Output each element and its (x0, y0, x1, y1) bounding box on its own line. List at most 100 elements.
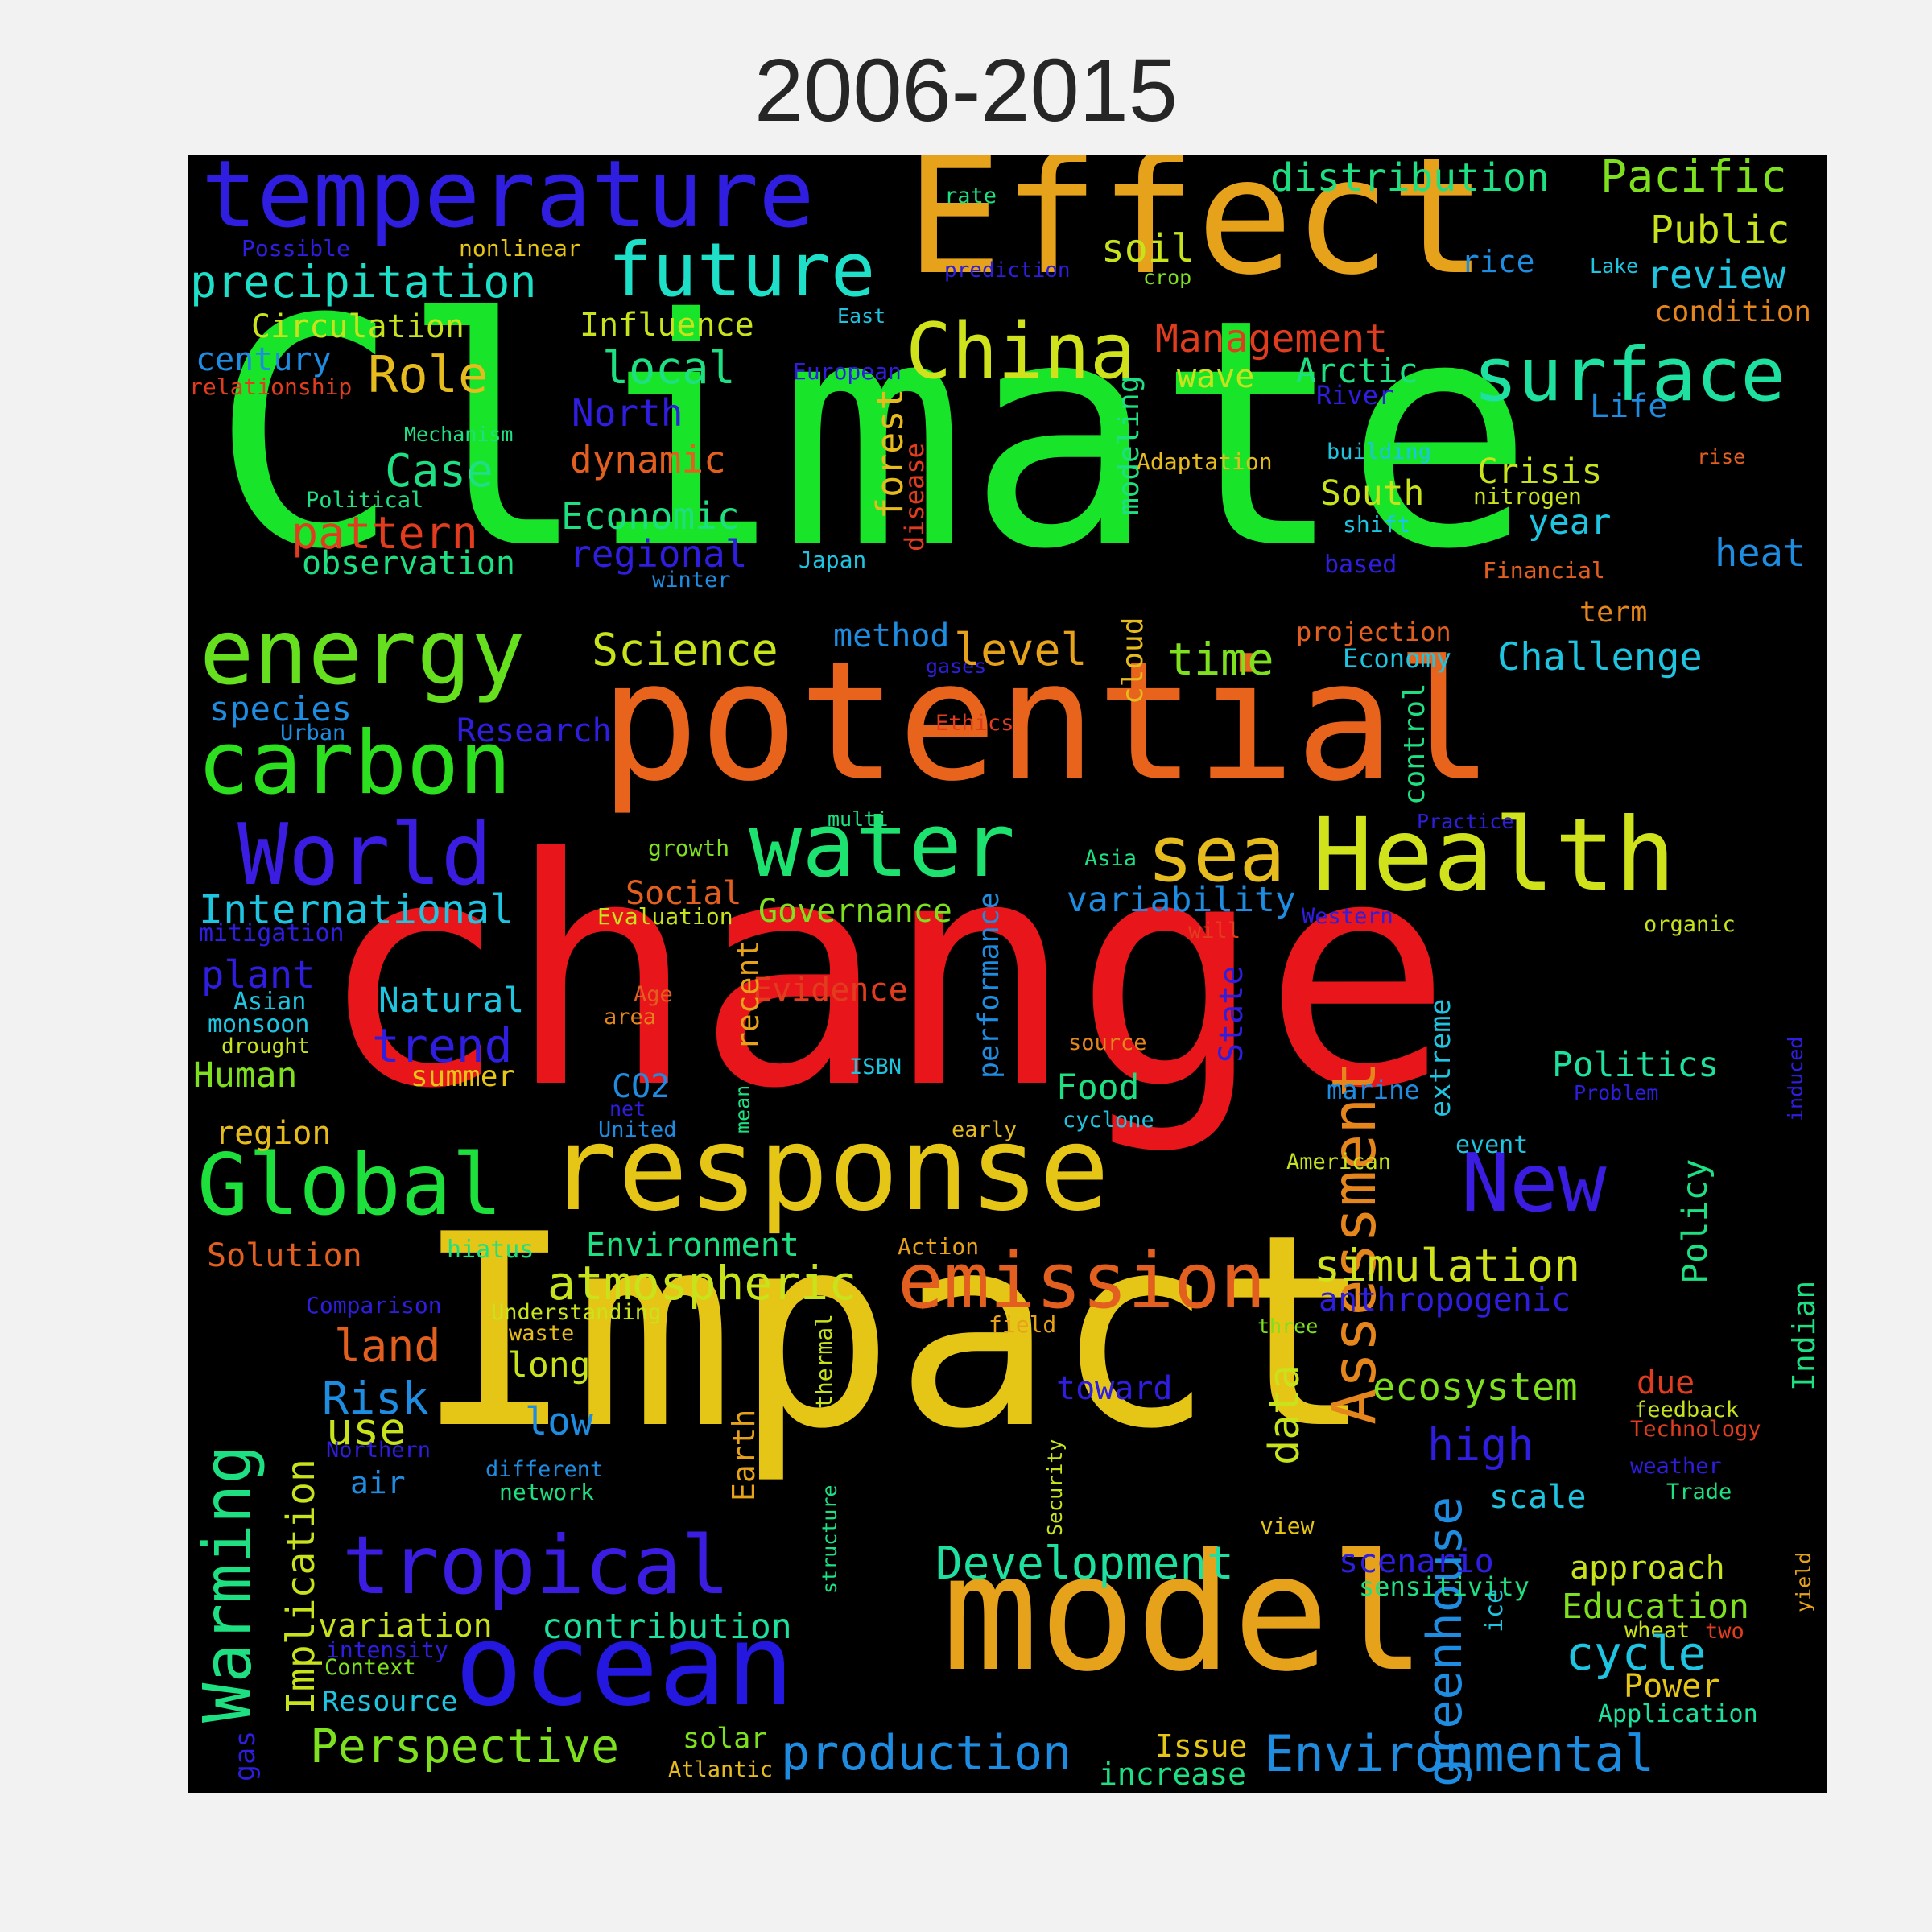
word-future: future (608, 227, 876, 313)
word-variability: variability (1067, 880, 1296, 920)
word-method: method (833, 617, 950, 654)
word-ecosystem: ecosystem (1373, 1365, 1578, 1410)
word-policy: Policy (1675, 1158, 1715, 1284)
word-wave: wave (1177, 358, 1255, 395)
word-net: net (609, 1097, 646, 1121)
word-pattern: pattern (291, 507, 478, 559)
word-air: air (350, 1465, 406, 1501)
word-potential: potential (600, 626, 1494, 818)
word-weather: weather (1630, 1454, 1722, 1479)
word-problem: Problem (1574, 1081, 1659, 1104)
word-cloud: cloud (1117, 617, 1150, 704)
word-north: North (572, 391, 683, 435)
word-understanding: Understanding (491, 1300, 662, 1325)
word-management: Management (1155, 316, 1388, 361)
word-possible: Possible (242, 235, 350, 262)
word-thermal: thermal (811, 1313, 837, 1409)
word-mitigation: mitigation (199, 919, 345, 947)
word-simulation: simulation (1314, 1240, 1581, 1291)
word-anthropogenic: anthropogenic (1319, 1282, 1571, 1319)
word-east: East (837, 304, 886, 328)
word-security: Security (1043, 1439, 1067, 1536)
chart-title: 2006-2015 (753, 41, 1179, 140)
word-human: Human (193, 1055, 298, 1096)
word-winter: winter (652, 568, 731, 592)
word-challenge: Challenge (1497, 635, 1703, 679)
word-condition: condition (1654, 295, 1812, 328)
word-network: network (499, 1479, 595, 1505)
word-politics: Politics (1552, 1045, 1719, 1085)
word-issue: Issue (1155, 1728, 1248, 1764)
word-carbon: carbon (197, 713, 512, 814)
word-action: Action (898, 1233, 980, 1260)
word-nonlinear: nonlinear (459, 235, 581, 262)
word-intensity: intensity (326, 1637, 448, 1663)
word-level: level (954, 624, 1088, 675)
word-use: use (326, 1403, 407, 1455)
word-recent: recent (730, 939, 766, 1051)
word-wheat: wheat (1624, 1618, 1690, 1643)
word-adaptation: Adaptation (1137, 448, 1273, 475)
word-health: Health (1312, 797, 1676, 914)
word-cloud: Climate change Impact potential Effect model r… (188, 155, 1827, 1793)
word-nitrogen: nitrogen (1473, 483, 1582, 510)
word-different: different (485, 1457, 604, 1482)
word-modeling: modeling (1113, 375, 1146, 515)
word-shift: shift (1343, 511, 1411, 538)
word-european: European (793, 358, 902, 385)
word-tropical: tropical (342, 1518, 730, 1612)
word-research: Research (456, 712, 612, 749)
word-governance: Governance (758, 893, 952, 930)
word-species: species (209, 689, 353, 729)
word-warming: Warming (190, 1444, 266, 1723)
word-crisis: Crisis (1477, 452, 1603, 492)
word-science: Science (592, 624, 778, 675)
word-growth: growth (648, 835, 730, 861)
word-new: New (1461, 1136, 1607, 1230)
word-role: Role (368, 345, 489, 404)
word-summer: summer (411, 1060, 516, 1093)
word-environment: Environment (586, 1227, 799, 1264)
word-temperature: temperature (201, 155, 815, 249)
word-atmospheric: atmospheric (547, 1256, 857, 1311)
word-surface: surface (1473, 332, 1785, 418)
word-arctic: Arctic (1296, 351, 1418, 390)
word-scenario: scenario (1339, 1543, 1494, 1580)
word-river: River (1316, 380, 1394, 411)
word-mean: mean (731, 1084, 754, 1133)
word-sea: sea (1147, 811, 1286, 899)
word-performance: performance (973, 892, 1005, 1079)
word-observation: observation (302, 545, 515, 582)
word-food: Food (1056, 1067, 1140, 1108)
word-cyclone: cyclone (1063, 1108, 1154, 1133)
word-control: control (1398, 683, 1431, 805)
word-term: term (1579, 597, 1648, 629)
word-sensitivity: sensitivity (1359, 1571, 1530, 1602)
word-land: land (334, 1320, 441, 1372)
word-dynamic: dynamic (570, 438, 726, 481)
word-rise: rise (1697, 445, 1746, 469)
word-high: high (1427, 1419, 1534, 1471)
word-early: early (952, 1117, 1018, 1142)
word-economy: Economy (1343, 643, 1451, 674)
word-asian: Asian (233, 988, 307, 1016)
word-context: Context (324, 1655, 416, 1680)
word-scale: scale (1489, 1479, 1587, 1516)
word-view: view (1260, 1513, 1315, 1539)
word-pacific: Pacific (1600, 155, 1787, 202)
word-cycle: cycle (1566, 1626, 1707, 1681)
word-evidence: Evidence (753, 972, 908, 1009)
word-perspective: Perspective (310, 1719, 620, 1773)
word-local: local (602, 342, 736, 394)
word-ethics: Ethics (935, 711, 1014, 736)
word-building: building (1327, 440, 1432, 464)
word-practice: Practice (1417, 810, 1514, 833)
word-solar: solar (683, 1723, 768, 1755)
word-source: source (1068, 1030, 1147, 1055)
word-united: United (598, 1117, 677, 1142)
word-social: Social (625, 875, 742, 912)
word-century: century (196, 341, 332, 378)
word-technology: Technology (1630, 1417, 1761, 1442)
word-ice: ice (1480, 1588, 1509, 1633)
word-event: event (1455, 1131, 1529, 1159)
